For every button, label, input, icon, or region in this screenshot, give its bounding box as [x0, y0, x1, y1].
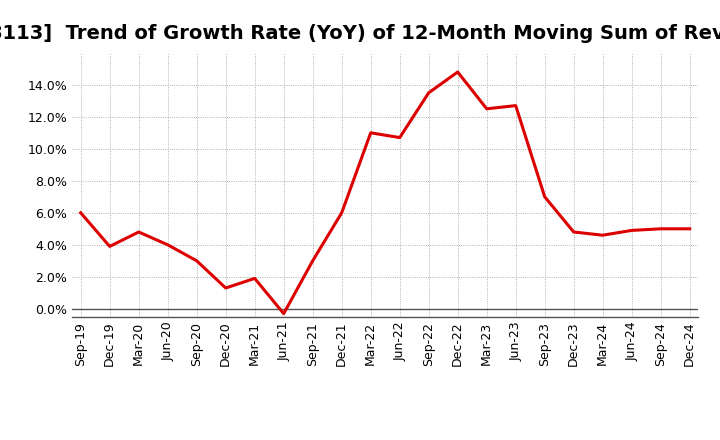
Title: [8113]  Trend of Growth Rate (YoY) of 12-Month Moving Sum of Revenues: [8113] Trend of Growth Rate (YoY) of 12-…: [0, 24, 720, 43]
